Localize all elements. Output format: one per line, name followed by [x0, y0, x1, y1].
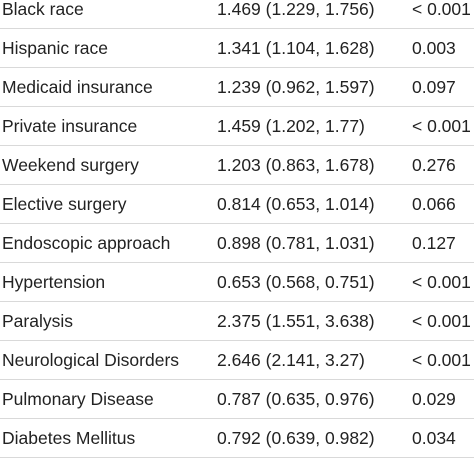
variable-cell: Weekend surgery: [2, 155, 139, 175]
table-row: Diabetes Mellitus 0.792 (0.639, 0.982) 0…: [0, 419, 474, 458]
variable-cell: Black race: [2, 0, 84, 19]
table-row: Elective surgery 0.814 (0.653, 1.014) 0.…: [0, 185, 474, 224]
odds-ratio-cell: 0.653 (0.568, 0.751): [217, 272, 375, 292]
variable-cell: Diabetes Mellitus: [2, 428, 136, 448]
table-row: Pulmonary Disease 0.787 (0.635, 0.976) 0…: [0, 380, 474, 419]
odds-ratio-cell: 0.792 (0.639, 0.982): [217, 428, 375, 448]
odds-ratio-cell: 2.375 (1.551, 3.638): [217, 311, 375, 331]
p-value-cell: 0.034: [412, 428, 456, 448]
table-row: Endoscopic approach 0.898 (0.781, 1.031)…: [0, 224, 474, 263]
odds-ratio-cell: 0.787 (0.635, 0.976): [217, 389, 375, 409]
p-value-cell: 0.097: [412, 77, 456, 97]
odds-ratio-cell: 0.898 (0.781, 1.031): [217, 233, 375, 253]
table-row: Hispanic race 1.341 (1.104, 1.628) 0.003: [0, 29, 474, 68]
odds-ratio-cell: 1.469 (1.229, 1.756): [217, 0, 375, 19]
table-row: Paralysis 2.375 (1.551, 3.638) < 0.001: [0, 302, 474, 341]
table-row: Medicaid insurance 1.239 (0.962, 1.597) …: [0, 68, 474, 107]
p-value-cell: < 0.001: [412, 350, 471, 370]
p-value-cell: < 0.001: [412, 311, 471, 331]
p-value-cell: 0.003: [412, 38, 456, 58]
variable-cell: Paralysis: [2, 311, 73, 331]
odds-ratio-cell: 1.203 (0.863, 1.678): [217, 155, 375, 175]
variable-cell: Private insurance: [2, 116, 138, 136]
p-value-cell: < 0.001: [412, 0, 471, 19]
results-table: Black race 1.469 (1.229, 1.756) < 0.001 …: [0, 0, 474, 458]
variable-cell: Neurological Disorders: [2, 350, 180, 370]
table-row: Weekend surgery 1.203 (0.863, 1.678) 0.2…: [0, 146, 474, 185]
odds-ratio-cell: 0.814 (0.653, 1.014): [217, 194, 375, 214]
odds-ratio-cell: 1.459 (1.202, 1.77): [217, 116, 365, 136]
table-row: Black race 1.469 (1.229, 1.756) < 0.001: [0, 0, 474, 29]
variable-cell: Hispanic race: [2, 38, 109, 58]
p-value-cell: 0.066: [412, 194, 456, 214]
p-value-cell: < 0.001: [412, 272, 471, 292]
variable-cell: Pulmonary Disease: [2, 389, 154, 409]
table-row: Hypertension 0.653 (0.568, 0.751) < 0.00…: [0, 263, 474, 302]
p-value-cell: 0.127: [412, 233, 456, 253]
variable-cell: Endoscopic approach: [2, 233, 171, 253]
table-row: Neurological Disorders 2.646 (2.141, 3.2…: [0, 341, 474, 380]
p-value-cell: < 0.001: [412, 116, 471, 136]
p-value-cell: 0.276: [412, 155, 456, 175]
odds-ratio-cell: 1.341 (1.104, 1.628): [217, 38, 375, 58]
table-row: Private insurance 1.459 (1.202, 1.77) < …: [0, 107, 474, 146]
odds-ratio-cell: 1.239 (0.962, 1.597): [217, 77, 375, 97]
odds-ratio-cell: 2.646 (2.141, 3.27): [217, 350, 365, 370]
variable-cell: Elective surgery: [2, 194, 127, 214]
variable-cell: Medicaid insurance: [2, 77, 153, 97]
p-value-cell: 0.029: [412, 389, 456, 409]
variable-cell: Hypertension: [2, 272, 106, 292]
